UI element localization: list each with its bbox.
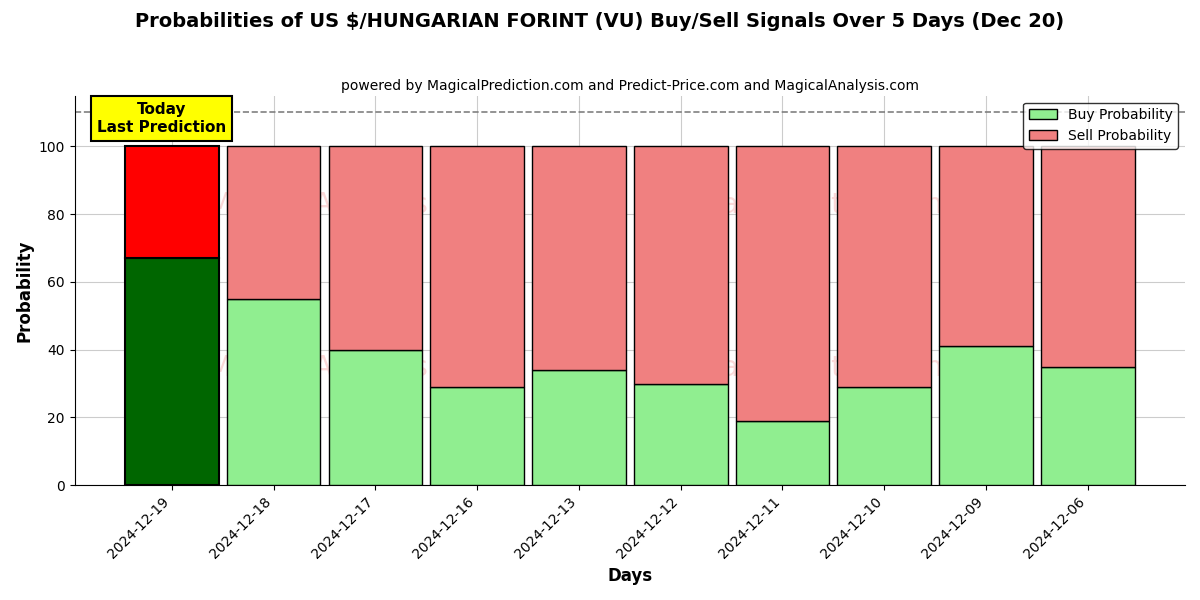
Bar — [838, 387, 931, 485]
Title: powered by MagicalPrediction.com and Predict-Price.com and MagicalAnalysis.com: powered by MagicalPrediction.com and Pre… — [341, 79, 919, 93]
X-axis label: Days: Days — [607, 567, 653, 585]
Text: MagicalPrediction.com: MagicalPrediction.com — [640, 191, 953, 218]
Text: MagicalAnalysis.com: MagicalAnalysis.com — [208, 354, 497, 382]
Bar — [329, 146, 422, 350]
Bar — [431, 387, 524, 485]
Bar — [431, 146, 524, 387]
Text: MagicalAnalysis.com: MagicalAnalysis.com — [208, 191, 497, 218]
Bar — [227, 146, 320, 299]
Bar — [736, 146, 829, 421]
Bar — [838, 146, 931, 387]
Bar — [125, 146, 218, 258]
Y-axis label: Probability: Probability — [16, 239, 34, 341]
Bar — [329, 350, 422, 485]
Legend: Buy Probability, Sell Probability: Buy Probability, Sell Probability — [1024, 103, 1178, 149]
Bar — [634, 146, 727, 383]
Text: Today
Last Prediction: Today Last Prediction — [97, 103, 227, 135]
Bar — [227, 299, 320, 485]
Text: Probabilities of US $/HUNGARIAN FORINT (VU) Buy/Sell Signals Over 5 Days (Dec 20: Probabilities of US $/HUNGARIAN FORINT (… — [136, 12, 1064, 31]
Bar — [532, 370, 625, 485]
Bar — [736, 421, 829, 485]
Bar — [532, 146, 625, 370]
Bar — [1040, 146, 1134, 367]
Bar — [125, 258, 218, 485]
Bar — [940, 146, 1033, 346]
Bar — [634, 383, 727, 485]
Bar — [940, 346, 1033, 485]
Text: MagicalPrediction.com: MagicalPrediction.com — [640, 354, 953, 382]
Bar — [1040, 367, 1134, 485]
